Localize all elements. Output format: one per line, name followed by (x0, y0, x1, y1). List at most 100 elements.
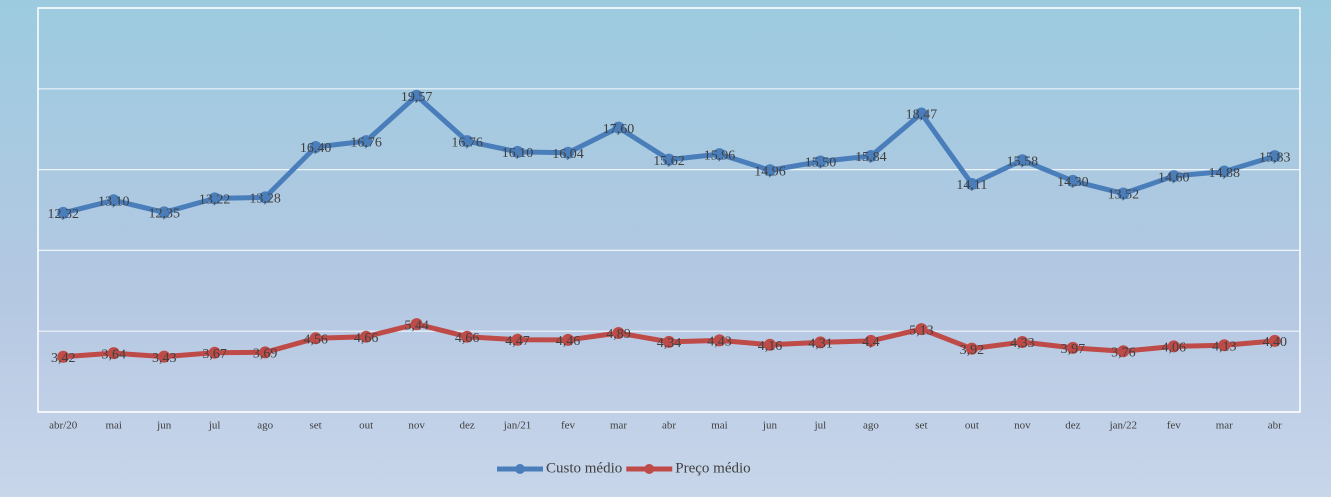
x-tick-label: jun (156, 420, 172, 432)
legend-label: Preço médio (675, 460, 750, 476)
data-label: 4,56 (303, 333, 328, 348)
x-tick-label: abr (662, 420, 676, 432)
point (612, 121, 625, 134)
point (1117, 345, 1130, 358)
data-label: 3,43 (152, 351, 177, 366)
x-tick-label: out (965, 420, 979, 432)
x-tick-label: mai (105, 420, 122, 432)
point (461, 135, 474, 148)
x-tick-label: set (915, 420, 927, 432)
point (763, 338, 776, 351)
point (107, 194, 120, 207)
point (1167, 170, 1180, 183)
data-label: 4,13 (1212, 339, 1237, 354)
legend-marker (644, 464, 655, 474)
point (107, 347, 120, 360)
data-label: 16,04 (552, 147, 584, 162)
data-label: 16,40 (300, 141, 332, 156)
point (158, 206, 171, 219)
point (814, 336, 827, 349)
point (208, 346, 221, 359)
x-tick-label: mar (610, 420, 627, 432)
point (1167, 340, 1180, 353)
x-tick-label: jul (208, 420, 221, 432)
point (864, 334, 877, 347)
data-label: 12,35 (148, 207, 180, 222)
point (309, 140, 322, 153)
point (1268, 150, 1281, 163)
data-label: 15,83 (1259, 150, 1291, 165)
data-label: 14,88 (1209, 166, 1241, 181)
x-tick-label: nov (408, 420, 425, 432)
point (360, 330, 373, 343)
data-label: 4,66 (354, 331, 379, 346)
point (713, 334, 726, 347)
data-label: 4,16 (758, 339, 783, 354)
x-tick-label: jul (814, 420, 827, 432)
data-label: 5,44 (404, 318, 429, 333)
point (410, 318, 423, 331)
data-label: 4,47 (505, 334, 530, 349)
data-label: 4,31 (808, 337, 833, 352)
x-tick-label: ago (257, 420, 273, 432)
point (814, 155, 827, 168)
point (965, 342, 978, 355)
point (713, 148, 726, 161)
x-tick-label: out (359, 420, 373, 432)
data-label: 4,66 (455, 331, 480, 346)
data-label: 4,89 (606, 327, 631, 342)
data-label: 3,92 (960, 343, 985, 358)
point (259, 191, 272, 204)
data-label: 15,62 (653, 154, 685, 169)
point (511, 145, 524, 158)
data-label: 13,52 (1108, 188, 1140, 203)
point (461, 330, 474, 343)
x-tick-label: fev (1167, 420, 1182, 432)
x-tick-label: abr/20 (49, 420, 78, 432)
data-label: 12,32 (47, 207, 79, 222)
point (410, 89, 423, 102)
point (663, 335, 675, 348)
data-label: 14,96 (754, 164, 786, 179)
data-label: 4,33 (1010, 336, 1035, 351)
point (562, 333, 575, 346)
data-label: 5,13 (909, 323, 934, 338)
data-label: 4,06 (1162, 341, 1187, 356)
data-label: 18,47 (906, 108, 938, 123)
data-label: 13,22 (199, 193, 231, 208)
data-label: 3,42 (51, 351, 76, 366)
data-label: 16,10 (502, 146, 534, 161)
x-tick-label: fev (561, 420, 576, 432)
point (1016, 336, 1029, 349)
point (864, 150, 877, 163)
x-tick-label: jan/22 (1109, 420, 1138, 432)
data-label: 15,96 (704, 148, 736, 163)
data-label: 4,43 (707, 335, 732, 350)
data-label: 4,40 (1263, 335, 1288, 350)
x-tick-label: dez (1065, 420, 1080, 432)
data-label: 17,60 (603, 122, 635, 137)
point (309, 332, 322, 345)
data-label: 19,57 (401, 90, 433, 105)
point (208, 192, 221, 205)
x-tick-label: dez (459, 420, 474, 432)
data-label: 3,76 (1111, 345, 1136, 360)
data-label: 13,28 (249, 192, 281, 207)
data-label: 15,84 (855, 150, 887, 165)
x-tick-label: jun (762, 420, 778, 432)
data-label: 3,64 (101, 347, 126, 362)
x-tick-label: set (310, 420, 322, 432)
point (259, 346, 272, 359)
data-label: 15,58 (1007, 154, 1039, 169)
point (1016, 154, 1029, 167)
data-label: 4,4 (862, 335, 880, 350)
point (763, 164, 776, 177)
point (663, 153, 675, 166)
legend-label: Custo médio (546, 460, 622, 476)
x-tick-label: mai (711, 420, 728, 432)
data-label: 3,67 (202, 347, 227, 362)
point (57, 206, 70, 219)
data-label: 15,50 (805, 156, 837, 171)
